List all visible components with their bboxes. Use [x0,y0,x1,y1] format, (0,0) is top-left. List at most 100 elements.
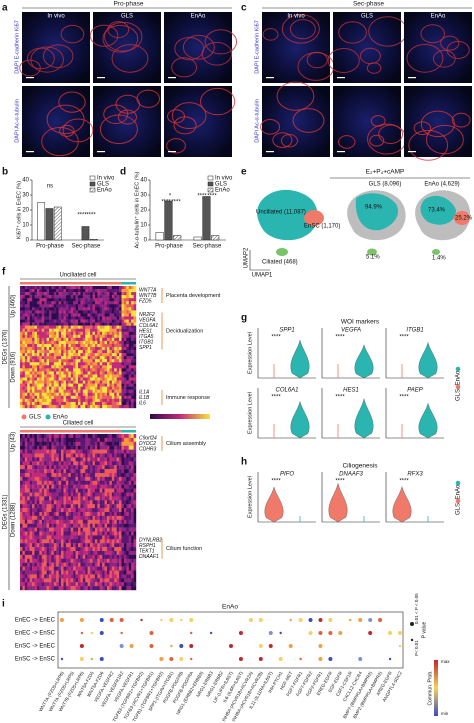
heatmap-cell [116,337,120,342]
heatmap-cell [131,301,134,305]
heatmap-cell [24,392,28,396]
heatmap-cell [121,504,125,509]
heatmap-cell [116,350,120,354]
heatmap-cell [32,395,35,400]
heatmap-cell [92,441,96,446]
heatmap-cell [78,325,81,329]
heatmap-cell [63,476,67,481]
heatmap-cell [87,401,91,406]
heatmap-cell [121,523,125,528]
heatmap-cell [53,331,57,335]
heatmap-cell [63,380,67,384]
heatmap-cell [102,539,105,544]
heatmap-cell [41,523,45,528]
heatmap-cell [75,347,79,351]
heatmap-cell [87,289,91,293]
heatmap-cell [123,328,127,332]
heatmap-cell [36,476,40,481]
heatmap-cell [119,496,122,501]
heatmap-cell [61,298,64,302]
heatmap-cell [20,441,23,446]
heatmap-cell [85,368,88,372]
heatmap-cell [51,319,55,323]
heatmap-cell [70,328,74,332]
interaction-dot [358,618,363,622]
heatmap-cell [90,325,93,329]
heatmap-cell [97,392,100,396]
heatmap-cell [131,582,134,587]
heatmap-cell [102,334,105,339]
heatmap-cell [34,301,38,305]
heatmap-cell [49,527,52,532]
heatmap-cell [123,334,127,339]
heatmap-cell [70,362,74,366]
heatmap-cell [44,395,47,400]
significance: ns [47,184,53,190]
bar [173,235,182,241]
heatmap-cell [102,298,105,302]
heatmap-cell [102,445,105,450]
heatmap-cell [85,473,88,478]
heatmap-cell [75,310,79,314]
heatmap-cell [56,374,59,378]
heatmap-cell [116,570,120,575]
heatmap-cell [80,461,84,466]
heatmap-cell [92,325,96,329]
heatmap-cell [82,334,86,339]
heatmap-cell [102,496,105,501]
heatmap-cell [56,313,59,317]
heatmap-cell [39,362,42,366]
heatmap-cell [22,353,26,357]
heatmap-cell [56,395,59,400]
heatmap-cell [131,395,134,400]
heatmap-cell [131,325,134,329]
heatmap-cell [92,484,96,489]
heatmap-cell [44,512,47,517]
heatmap-cell [114,496,117,501]
heatmap-cell [123,374,127,378]
heatmap-cell [90,350,93,354]
heatmap-cell [46,316,50,320]
heatmap-cell [29,492,33,497]
heatmap-cell [27,539,30,544]
heatmap-cell [75,398,79,403]
heatmap-cell [65,453,69,458]
heatmap-cell [68,484,71,489]
heatmap-cell [121,543,125,548]
heatmap-cell [90,551,93,556]
heatmap-cell [49,392,52,396]
interaction-dot [368,631,373,635]
heatmap-cell [20,496,23,501]
heatmap-cell [80,527,84,532]
heatmap-cell [75,401,79,406]
tissue-outline [89,24,119,47]
heatmap-cell [70,295,74,299]
heatmap-cell [80,377,84,381]
heatmap-cell [61,449,64,454]
heatmap-cell [126,347,129,351]
heatmap-cell [70,578,74,583]
heatmap-cell [56,343,59,348]
heatmap-cell [82,434,86,439]
heatmap-cell [123,395,127,400]
heatmap-cell [102,356,105,360]
heatmap-cell [109,492,113,497]
heatmap-cell [65,434,69,439]
heatmap-cell [20,578,23,583]
heatmap-cell [70,465,74,470]
heatmap-cell [133,527,137,532]
heatmap-cell [73,554,76,559]
heatmap-cell [53,574,57,579]
heatmap-cell [39,292,42,296]
heatmap-cell [46,504,50,509]
heatmap-cell [32,476,35,481]
heatmap-cell [27,512,30,517]
heatmap-cell [126,488,129,493]
heatmap-cell [24,340,28,345]
heatmap-cell [109,469,113,474]
term-label: Cilium assembly [166,441,206,447]
heatmap-cell [65,298,69,302]
heatmap-cell [49,292,52,296]
heatmap-cell [68,374,71,378]
heatmap-cell [121,286,125,290]
